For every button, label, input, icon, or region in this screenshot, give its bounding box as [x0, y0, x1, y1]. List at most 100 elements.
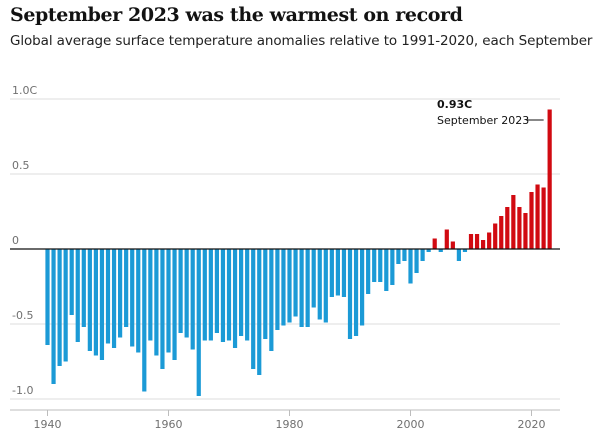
- bar-2015: [499, 216, 504, 249]
- bar-1945: [75, 249, 80, 342]
- y-tick-label: -1.0: [12, 384, 33, 397]
- chart-title: September 2023 was the warmest on record: [10, 4, 463, 26]
- y-tick-label: 0: [12, 234, 19, 247]
- bar-1953: [124, 249, 129, 327]
- bar-2001: [414, 249, 419, 273]
- bars: [45, 109, 552, 396]
- bar-1968: [214, 249, 219, 333]
- bar-2023: [547, 109, 552, 249]
- bar-1988: [335, 249, 340, 296]
- annotation-value: 0.93C: [437, 98, 472, 111]
- bar-2016: [505, 207, 510, 249]
- bar-1994: [372, 249, 377, 282]
- bar-1999: [402, 249, 407, 261]
- bar-1967: [208, 249, 213, 341]
- bar-2005: [438, 249, 443, 252]
- bar-1944: [69, 249, 74, 315]
- bar-1975: [257, 249, 262, 375]
- bar-1991: [353, 249, 359, 336]
- bar-2007: [450, 241, 455, 249]
- bar-1954: [130, 249, 135, 347]
- bar-1948: [93, 249, 98, 356]
- bar-1964: [190, 249, 195, 350]
- annotation-label: September 2023: [437, 114, 529, 127]
- bar-1960: [166, 249, 171, 353]
- x-tick-label: 1960: [155, 418, 183, 431]
- bar-1946: [81, 249, 86, 327]
- x-tick-label: 2020: [518, 418, 546, 431]
- bar-2020: [529, 192, 534, 249]
- bar-1942: [57, 249, 62, 366]
- bar-2003: [426, 249, 431, 252]
- bar-1992: [360, 249, 365, 326]
- bar-1965: [196, 249, 201, 396]
- bar-2021: [535, 184, 540, 249]
- bar-2011: [474, 234, 480, 249]
- bar-1961: [172, 249, 177, 360]
- bar-1971: [232, 249, 238, 348]
- bar-2000: [408, 249, 413, 284]
- bar-1987: [329, 249, 334, 297]
- bar-2008: [456, 249, 461, 261]
- bar-1998: [396, 249, 401, 264]
- bar-2022: [541, 187, 546, 249]
- bar-1966: [202, 249, 207, 341]
- y-tick-label: 0.5: [12, 159, 30, 172]
- bar-1973: [245, 249, 250, 341]
- x-tick-label: 1940: [34, 418, 62, 431]
- bar-1980: [287, 249, 292, 323]
- tick-labels: 1.0C 0.5 0 -0.5 -1.0 1940 1960 1980 2000 2020: [12, 84, 546, 431]
- bar-1985: [317, 249, 322, 320]
- bar-1956: [142, 249, 147, 392]
- bar-2002: [420, 249, 425, 261]
- bar-1949: [99, 249, 105, 360]
- bar-2010: [468, 234, 474, 249]
- bar-1990: [347, 249, 353, 339]
- bar-2013: [487, 232, 492, 249]
- bar-2017: [511, 195, 516, 249]
- bar-1976: [263, 249, 268, 339]
- bar-1978: [275, 249, 280, 330]
- y-tick-label: 1.0C: [12, 84, 37, 97]
- bar-1983: [305, 249, 310, 327]
- chart-subtitle: Global average surface temperature anoma…: [10, 33, 593, 49]
- x-tick-label: 1980: [276, 418, 304, 431]
- bar-1963: [184, 249, 189, 338]
- bar-1972: [239, 249, 244, 336]
- bar-1943: [63, 249, 68, 362]
- bar-1981: [293, 249, 298, 317]
- bar-1957: [148, 249, 153, 341]
- bar-1940: [45, 249, 50, 345]
- bar-1959: [160, 249, 165, 369]
- y-tick-label: -0.5: [12, 309, 33, 322]
- bar-2004: [432, 238, 437, 249]
- bar-1962: [178, 249, 183, 333]
- bar-1997: [390, 249, 395, 285]
- bar-2019: [523, 213, 528, 249]
- bar-2009: [462, 249, 468, 252]
- bar-1996: [384, 249, 389, 291]
- bar-1970: [226, 249, 232, 341]
- bar-2018: [517, 207, 522, 249]
- bar-1952: [118, 249, 123, 338]
- bar-2014: [493, 223, 498, 249]
- bar-1969: [220, 249, 226, 342]
- bar-1977: [269, 249, 274, 351]
- bar-1958: [154, 249, 159, 356]
- annotation: 0.93C September 2023: [437, 98, 544, 127]
- bar-1950: [105, 249, 111, 344]
- bar-1955: [136, 249, 141, 353]
- bar-1941: [51, 249, 56, 384]
- bar-1979: [281, 249, 286, 326]
- bar-1986: [323, 249, 328, 323]
- axes: [10, 248, 560, 416]
- bar-1993: [366, 249, 371, 294]
- bar-1989: [341, 249, 347, 297]
- bar-1995: [378, 249, 383, 282]
- bar-1984: [311, 249, 316, 308]
- bar-1951: [111, 249, 117, 348]
- bar-2006: [444, 229, 449, 249]
- bar-1982: [299, 249, 304, 327]
- bar-2012: [481, 240, 486, 249]
